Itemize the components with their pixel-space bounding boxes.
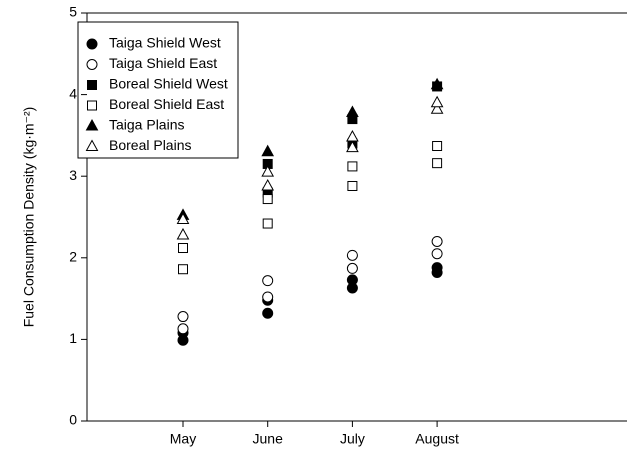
point: [347, 161, 358, 172]
legend-label: Taiga Shield East: [109, 55, 217, 71]
point: [261, 178, 275, 191]
x-tick-label: May: [170, 431, 196, 447]
point: [262, 275, 274, 287]
legend-label: Boreal Plains: [109, 137, 192, 153]
point: [261, 165, 275, 177]
point: [431, 248, 443, 260]
x-tick-label: July: [340, 431, 365, 447]
point: [177, 311, 189, 323]
point: [432, 158, 443, 169]
point: [347, 180, 358, 191]
legend-marker: [87, 80, 97, 90]
x-tick-label: June: [253, 431, 284, 447]
point: [262, 291, 274, 303]
point: [431, 262, 443, 274]
point: [430, 77, 444, 90]
point: [176, 212, 190, 224]
y-tick-label: 1: [69, 330, 77, 346]
point: [346, 129, 359, 142]
y-tick-label: 5: [69, 4, 77, 20]
point: [346, 105, 359, 118]
legend-marker: [86, 59, 98, 70]
point: [430, 95, 444, 108]
legend-label: Taiga Plains: [109, 117, 185, 133]
y-tick-label: 4: [69, 85, 77, 101]
y-axis-label: Fuel Consumption Density (kg·m⁻²): [21, 107, 37, 328]
point: [262, 218, 273, 229]
y-tick-label: 0: [69, 412, 77, 428]
point: [261, 144, 275, 157]
point: [430, 102, 444, 114]
legend-marker: [85, 139, 99, 151]
axes-frame: [86, 12, 627, 422]
y-tick-label: 2: [69, 249, 77, 265]
point: [177, 323, 189, 335]
legend-label: Boreal Shield West: [109, 76, 228, 92]
legend-marker: [87, 100, 97, 111]
legend-box: [77, 21, 239, 159]
point: [346, 274, 358, 286]
point: [178, 264, 188, 275]
point: [176, 227, 190, 240]
legend-label: Taiga Shield West: [109, 35, 221, 51]
point: [431, 235, 443, 247]
legend-marker: [85, 118, 99, 131]
point: [178, 243, 188, 254]
point: [346, 249, 358, 261]
x-tick-label: August: [415, 431, 459, 447]
point: [262, 194, 273, 205]
point: [346, 262, 358, 274]
point: [262, 307, 274, 319]
y-tick-label: 3: [69, 167, 77, 183]
point: [346, 140, 359, 153]
point: [432, 141, 443, 152]
legend-label: Boreal Shield East: [109, 96, 224, 112]
legend-marker: [86, 38, 98, 50]
